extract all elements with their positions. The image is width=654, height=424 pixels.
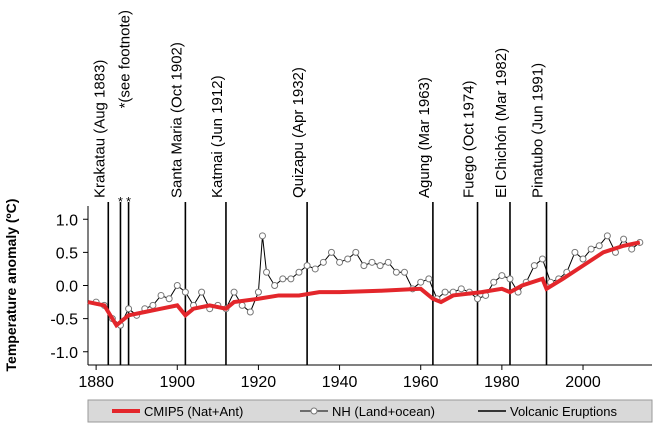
data-point [571,248,579,256]
data-point [368,258,376,266]
data-point [319,258,327,266]
data-point [303,262,311,270]
eruption-label: * [118,194,123,209]
data-point [125,305,133,313]
data-point [336,258,344,266]
x-tick-label: 1880 [78,374,114,391]
data-point [579,255,587,263]
y-tick-label: 1.0 [56,212,78,229]
data-point [181,288,189,296]
data-point [490,278,498,286]
eruption-label: Santa Maria (Oct 1902) [168,42,185,198]
data-point [173,282,181,289]
x-tick-label: 1900 [159,374,195,391]
data-point [295,268,303,276]
data-point [352,248,360,256]
data-point [327,248,335,256]
data-point [198,288,206,296]
data-point [417,278,425,286]
data-point [246,308,254,316]
data-point [279,275,287,283]
eruption-label: Fuego (Oct 1974) [461,80,478,198]
footnote-label: *(see footnote) [117,10,134,108]
series-line [87,240,641,329]
data-point [628,245,636,253]
data-point [603,232,611,240]
data-point [392,268,400,276]
data-point [425,275,433,283]
eruption-label: Krakatau (Aug 1883) [91,60,108,198]
legend-label: CMIP5 (Nat+Ant) [144,404,243,419]
x-tick-label: 1980 [484,374,520,391]
x-tick-label: 1960 [403,374,439,391]
legend-swatch [310,407,318,415]
data-point [498,272,506,280]
eruption-label: Agung (Mar 1963) [416,77,433,198]
eruption-label: Pinatubo (Jun 1991) [530,63,547,198]
data-point [441,288,449,296]
y-tick-label: 0.5 [56,245,78,262]
legend-label: NH (Land+ocean) [332,404,435,419]
legend-label: Volcanic Eruptions [510,404,617,419]
data-point [587,245,595,253]
eruption-label: Quizapu (Apr 1932) [290,67,307,198]
data-point [384,258,392,266]
data-point [457,285,465,293]
legend [87,399,653,423]
y-tick-label: -1.0 [50,345,78,362]
eruption-label: El Chichón (Mar 1982) [493,48,510,198]
data-point [149,301,157,309]
data-point [538,255,546,263]
data-point [474,295,482,303]
y-tick-label: -0.5 [50,312,78,329]
data-point [530,262,538,270]
data-point [263,268,271,276]
data-point [238,301,246,309]
y-tick-label: 0.0 [56,279,78,296]
data-point [230,288,238,296]
data-point [595,242,603,250]
data-point [360,262,368,270]
data-point [344,255,352,263]
eruption-label: * [126,194,131,209]
x-tick-label: 1940 [322,374,358,391]
data-point [287,275,295,283]
eruption-label: Katmai (Jun 1912) [209,75,226,198]
data-point [254,288,262,296]
data-point [506,275,514,283]
x-tick-label: 2000 [565,374,601,391]
data-point [620,235,628,243]
y-axis-title: Temperature anomaly (ºC) [3,199,19,372]
data-point [271,282,279,289]
x-tick-label: 1920 [241,374,277,391]
data-point [157,291,165,299]
data-point [400,268,408,276]
data-point [258,232,266,240]
data-point [311,265,319,273]
data-point [165,295,173,303]
data-point [376,262,384,270]
